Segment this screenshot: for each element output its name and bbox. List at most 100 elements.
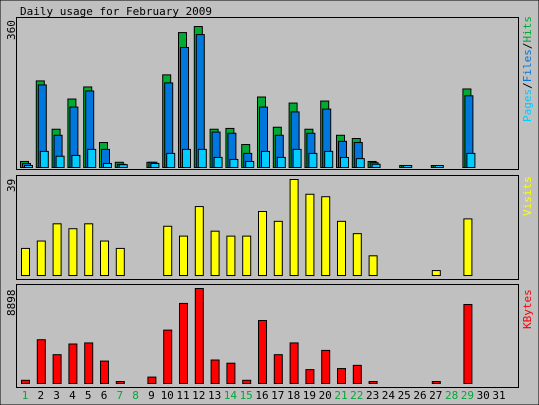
visits-bar-day-29	[463, 218, 473, 276]
visits-bar-day-11	[179, 235, 188, 277]
visits-bar-day-2	[36, 240, 46, 277]
panel-hits-files-pages: 360 Pages/Files/Hits	[5, 16, 534, 170]
pages-bar-day-10	[166, 152, 176, 168]
panel-visits: 39 Visits	[5, 175, 534, 280]
pages-bar-day-18	[292, 148, 302, 168]
pages-bar-day-4	[71, 154, 81, 169]
visits-bar-day-3	[52, 223, 62, 276]
day-label-18: 18	[287, 389, 300, 402]
visits-bar-day-1	[21, 247, 30, 277]
kbytes-bar-day-10	[163, 329, 173, 384]
legend-sep-2: /	[521, 43, 534, 50]
kbytes-bar-day-15	[242, 379, 252, 384]
visits-bar-day-13	[210, 230, 220, 276]
visits-bar-day-5	[84, 223, 94, 276]
day-label-6: 6	[101, 389, 108, 402]
pages-bar-day-20	[324, 150, 334, 168]
day-label-4: 4	[69, 389, 76, 402]
pages-bar-day-27	[434, 165, 444, 168]
day-label-10: 10	[161, 389, 174, 402]
pages-bar-day-21	[340, 156, 349, 169]
day-label-26: 26	[413, 389, 426, 402]
pages-bar-day-17	[276, 156, 286, 169]
day-label-11: 11	[176, 389, 189, 402]
visits-bar-day-22	[352, 233, 362, 276]
pages-bar-day-14	[229, 158, 239, 168]
day-label-29: 29	[461, 389, 474, 402]
day-label-13: 13	[208, 389, 221, 402]
visits-bar-day-21	[337, 220, 346, 277]
day-axis-labels: 1 2 3 4 5 6 7 8 9 10 11 12 13 14 15 16 17 18 19 20 21 22 23 24 2…	[22, 389, 506, 402]
pages-bar-day-12	[197, 148, 207, 168]
visits-bar-day-6	[100, 240, 109, 277]
day-label-17: 17	[271, 389, 284, 402]
visits-ymax-label: 39	[5, 179, 18, 192]
day-label-31: 31	[492, 389, 505, 402]
legend-sep-1: /	[521, 82, 534, 89]
kbytes-bar-day-4	[68, 343, 78, 384]
day-label-27: 27	[429, 389, 442, 402]
kbytes-bar-day-11	[179, 302, 188, 384]
visits-bar-day-4	[68, 228, 78, 277]
day-label-1: 1	[22, 389, 29, 402]
visits-bar-day-18	[289, 179, 299, 276]
kbytes-bar-day-1	[21, 379, 30, 384]
day-label-22: 22	[350, 389, 363, 402]
kbytes-bar-day-19	[305, 369, 315, 385]
visits-bar-day-15	[242, 235, 252, 277]
pages-bar-day-23	[371, 163, 381, 168]
pages-bar-day-22	[355, 158, 365, 168]
day-label-28: 28	[445, 389, 458, 402]
visits-bar-day-14	[226, 235, 236, 277]
visits-bar-day-7	[115, 247, 125, 277]
day-label-23: 23	[366, 389, 379, 402]
visits-bar-day-12	[194, 206, 204, 276]
legend-pages: Pages	[521, 89, 534, 122]
kbytes-ymax-label: 8898	[5, 290, 18, 317]
pages-bar-day-19	[308, 152, 318, 168]
kbytes-bar-day-18	[289, 342, 299, 384]
chart-title: Daily usage for February 2009	[20, 5, 212, 18]
day-label-3: 3	[53, 389, 60, 402]
visits-bar-day-23	[368, 255, 378, 277]
day-label-5: 5	[85, 389, 92, 402]
kbytes-bars	[21, 288, 473, 385]
kbytes-bar-day-23	[368, 381, 378, 384]
pages-bar-day-3	[55, 155, 65, 169]
visits-legend: Visits	[521, 176, 534, 216]
day-label-25: 25	[398, 389, 411, 402]
kbytes-bar-day-17	[273, 354, 283, 385]
pages-bar-day-15	[245, 160, 255, 168]
day-label-30: 30	[477, 389, 490, 402]
day-label-20: 20	[319, 389, 332, 402]
panel-kbytes: 8898 KBytes	[5, 284, 534, 388]
pages-bar-day-5	[87, 148, 97, 168]
kbytes-bar-day-20	[321, 349, 331, 385]
pages-bar-day-9	[150, 162, 160, 169]
pages-bar-day-7	[118, 164, 128, 169]
kbytes-bar-day-14	[226, 362, 236, 384]
day-label-15: 15	[240, 389, 253, 402]
visits-bar-day-20	[321, 196, 331, 277]
visits-bar-day-19	[305, 193, 315, 276]
pages-bar-day-13	[213, 156, 223, 169]
kbytes-bar-day-21	[337, 368, 346, 385]
kbytes-bar-day-12	[194, 288, 204, 384]
kbytes-bar-day-27	[431, 381, 441, 384]
day-label-14: 14	[224, 389, 238, 402]
pages-bar-day-11	[182, 148, 191, 168]
kbytes-bar-day-13	[210, 359, 220, 384]
day-label-19: 19	[303, 389, 316, 402]
pages-bar-day-6	[103, 162, 112, 169]
kbytes-bar-day-9	[147, 376, 157, 384]
hits-files-pages-bars	[20, 26, 476, 169]
day-label-12: 12	[192, 389, 205, 402]
kbytes-bar-day-6	[100, 360, 109, 384]
kbytes-bar-day-22	[352, 364, 362, 384]
hits-legend: Pages/Files/Hits	[521, 16, 534, 122]
pages-bar-day-29	[466, 152, 476, 168]
hits-ymax-label: 360	[5, 20, 18, 40]
pages-bar-day-2	[39, 150, 49, 168]
visits-bar-day-16	[258, 211, 267, 276]
day-label-2: 2	[37, 389, 44, 402]
